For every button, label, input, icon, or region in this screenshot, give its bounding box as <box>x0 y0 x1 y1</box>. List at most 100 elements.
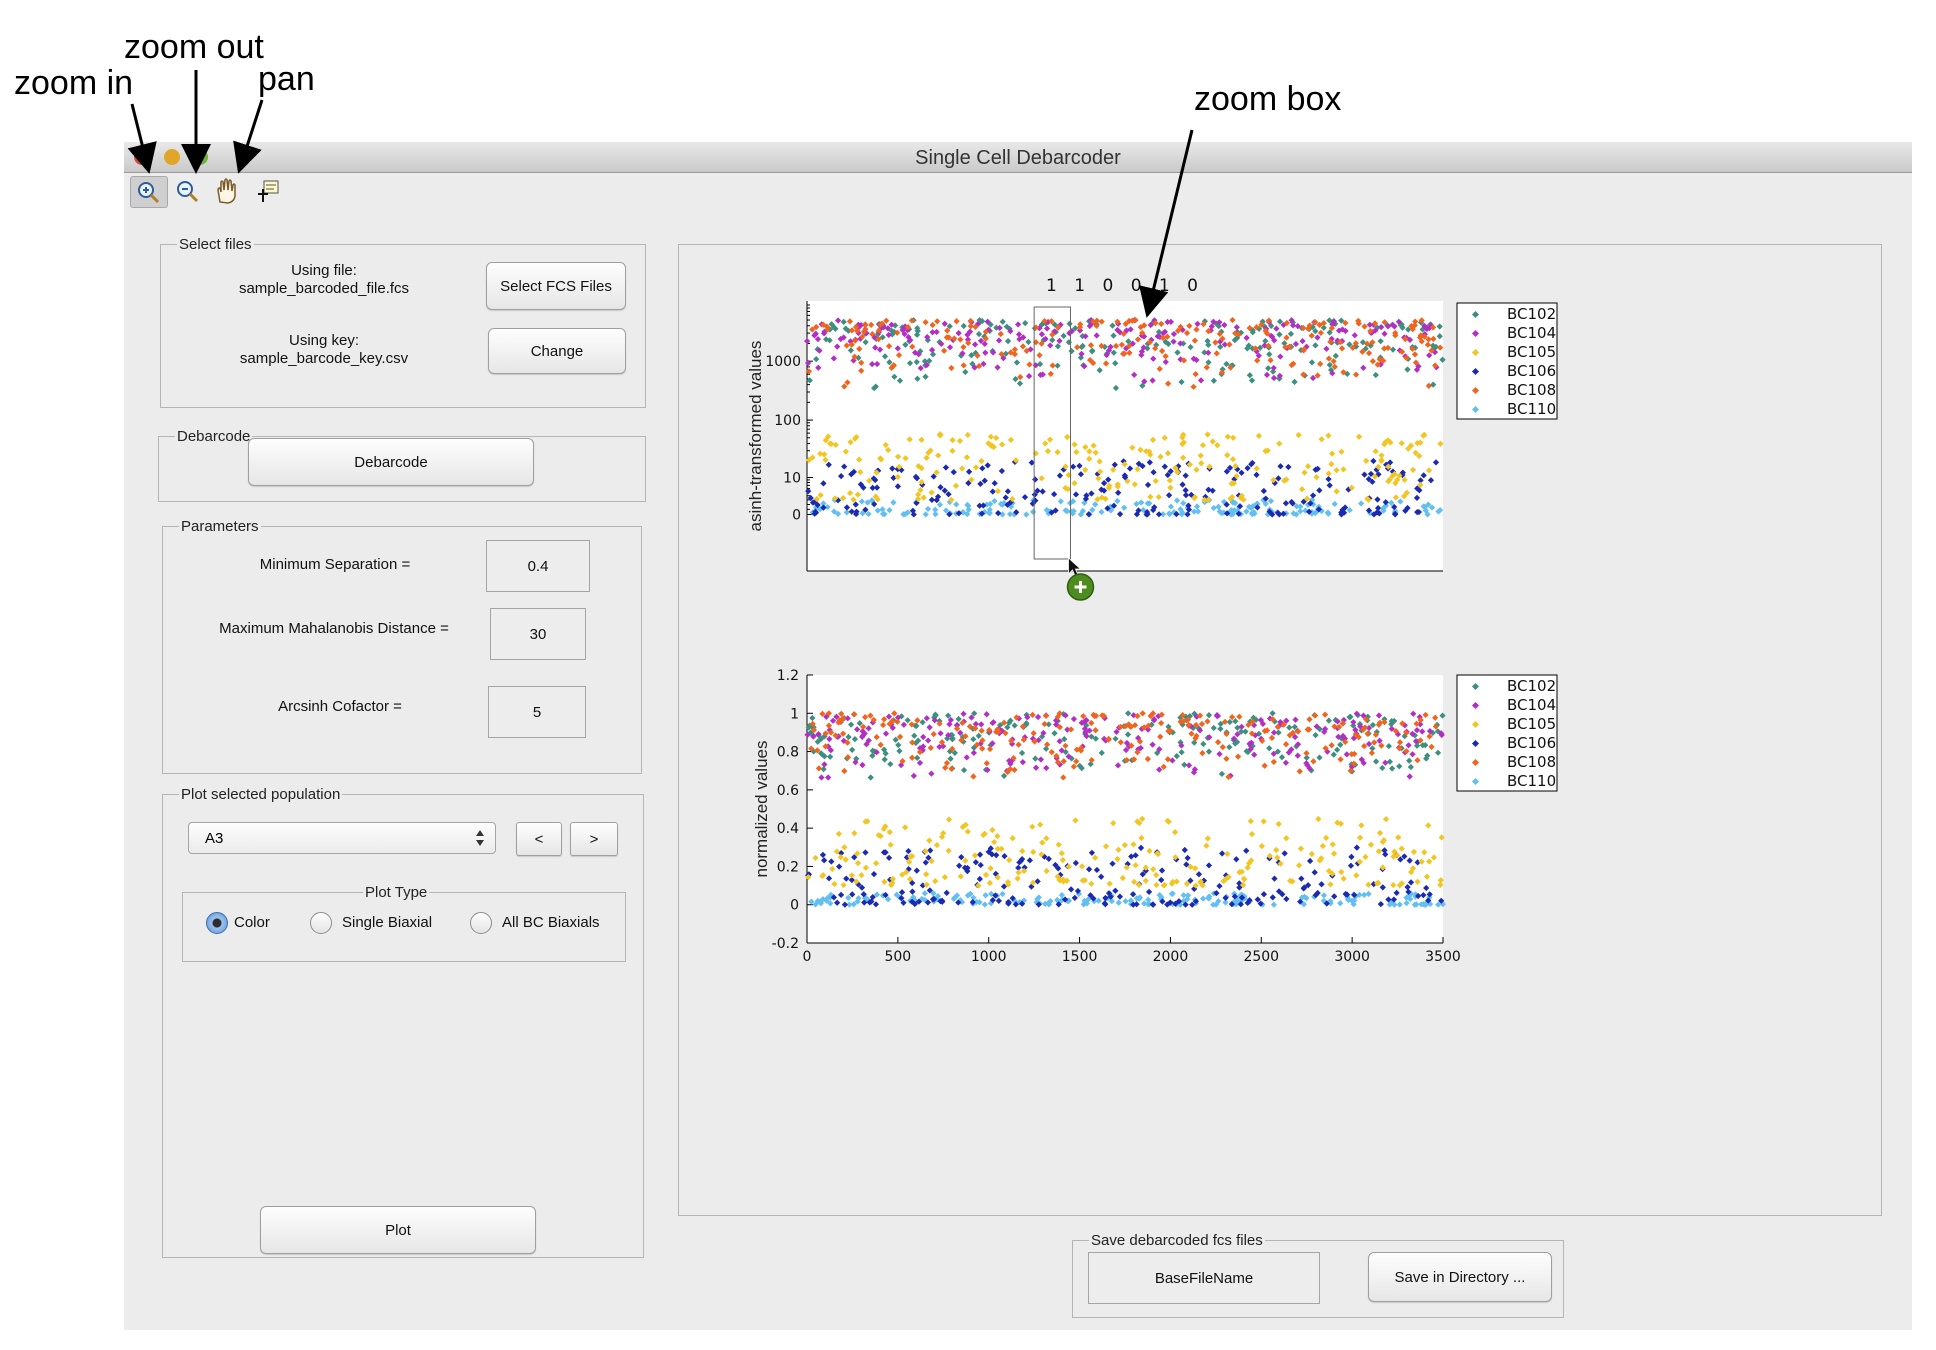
chart2-point-BC105 <box>1379 864 1386 871</box>
chart1-point-BC105 <box>1209 438 1216 445</box>
chart1-y-axis-label: asinh-transformed values <box>746 341 765 532</box>
chart1-point-BC110 <box>1425 501 1432 508</box>
save-in-directory-button[interactable]: Save in Directory ... <box>1368 1252 1552 1302</box>
debarcode-button[interactable]: Debarcode <box>248 438 534 486</box>
chart2-point-BC106 <box>1205 862 1213 869</box>
chart2-point-BC104 <box>1151 716 1158 723</box>
population-select[interactable]: A3 <box>188 822 496 854</box>
zoom-out-button[interactable] <box>170 176 206 206</box>
mahalanobis-field[interactable]: 30 <box>490 608 586 660</box>
next-population-button[interactable]: > <box>570 822 618 856</box>
chart2-point-BC108 <box>1130 756 1138 763</box>
select-fcs-files-button[interactable]: Select FCS Files <box>486 262 626 310</box>
chart1-point-BC106 <box>1004 501 1011 508</box>
change-key-button[interactable]: Change <box>488 328 626 374</box>
chart1-point-BC106 <box>1369 478 1376 485</box>
chart1-point-BC102 <box>1174 349 1181 356</box>
pan-button[interactable] <box>210 176 246 206</box>
chart2-point-BC106 <box>1213 890 1220 897</box>
chart2-point-BC108 <box>1249 718 1256 725</box>
chart2-point-BC108 <box>1100 712 1108 720</box>
chart2-point-BC106 <box>1254 896 1261 903</box>
radio-all-bc-biaxials[interactable] <box>470 912 492 934</box>
chart1-point-BC105 <box>1224 451 1231 459</box>
chart2-point-BC108 <box>1196 712 1204 719</box>
chart1-point-BC106 <box>1209 487 1216 494</box>
chart1-point-BC105 <box>1403 489 1410 496</box>
chart2-point-BC105 <box>1169 878 1176 885</box>
min-separation-field[interactable]: 0.4 <box>486 540 590 592</box>
chart2-point-BC104 <box>1019 758 1026 766</box>
chart1-point-BC102 <box>896 377 904 384</box>
chart1-point-BC102 <box>1308 359 1316 366</box>
chart1-point-BC104 <box>1138 351 1145 359</box>
base-filename-field[interactable]: BaseFileName <box>1088 1252 1320 1304</box>
chart2-point-BC108 <box>1145 722 1152 729</box>
chart2-point-BC104 <box>1234 731 1241 738</box>
chart1-point-BC105 <box>928 489 935 496</box>
chart1-point-BC105 <box>1298 486 1306 493</box>
chart1-point-BC108 <box>860 328 868 335</box>
chart2-point-BC106 <box>929 896 937 903</box>
chart2-point-BC104 <box>900 721 907 728</box>
chart1-point-BC104 <box>1076 327 1084 334</box>
chart2-point-BC106 <box>1347 862 1355 869</box>
radio-color[interactable] <box>206 912 228 934</box>
chart2-point-BC102 <box>1347 713 1354 720</box>
chart1-point-BC106 <box>1238 469 1245 476</box>
chart1-point-BC108 <box>1432 362 1439 369</box>
chart2-point-BC105 <box>862 864 870 871</box>
chart1-point-BC105 <box>1155 493 1162 501</box>
arcsinh-cofactor-field[interactable]: 5 <box>488 686 586 738</box>
chart2-point-BC108 <box>1225 773 1232 780</box>
chart1-point-BC108 <box>1355 320 1362 327</box>
chart1-point-BC106 <box>1150 469 1157 476</box>
chart1-point-BC108 <box>1288 361 1295 369</box>
chart1-point-BC110 <box>859 510 866 517</box>
chart2-point-BC106 <box>1353 844 1360 851</box>
chart2-point-BC102 <box>1286 724 1293 731</box>
chart2-point-BC110 <box>1215 897 1222 905</box>
chart2-point-BC106 <box>1423 884 1430 892</box>
radio-single-biaxial[interactable] <box>310 912 332 934</box>
chart2-point-BC106 <box>1331 893 1338 900</box>
chart2-point-BC108 <box>1167 727 1174 735</box>
chart2-point-BC106 <box>1137 844 1145 852</box>
chart2-point-BC104 <box>1007 760 1014 767</box>
chart2-point-BC110 <box>1411 901 1418 908</box>
chart2-point-BC104 <box>1343 751 1350 758</box>
chart1-point-BC102 <box>1312 342 1319 349</box>
zoom-in-button[interactable] <box>130 176 168 208</box>
minimize-window-button[interactable] <box>164 149 180 165</box>
chart1-point-BC102 <box>1036 361 1044 368</box>
chart1-y-tick-label: 0 <box>792 507 801 523</box>
chart1-point-BC108 <box>1019 343 1027 350</box>
chart2-point-BC105 <box>1239 881 1247 889</box>
chart1-point-BC110 <box>936 501 944 508</box>
chart1-point-BC105 <box>1333 467 1340 474</box>
chart2-x-tick-label: 3500 <box>1425 949 1461 965</box>
chart1-point-BC105 <box>866 477 873 484</box>
chart1-legend-label: BC108 <box>1507 381 1556 399</box>
data-cursor-button[interactable] <box>250 176 286 206</box>
chart2-point-BC105 <box>888 881 895 889</box>
chart1-point-BC102 <box>1276 331 1283 338</box>
chart2-point-BC105 <box>1238 868 1245 875</box>
chart2-y-tick-label: 0 <box>790 898 799 914</box>
chart2-point-BC106 <box>988 851 996 858</box>
previous-population-button[interactable]: < <box>516 822 562 856</box>
chart2-point-BC105 <box>1142 864 1149 871</box>
plot-button[interactable]: Plot <box>260 1206 536 1254</box>
chart1-point-BC106 <box>1032 476 1039 483</box>
chart2-point-BC108 <box>1234 753 1242 760</box>
chart1-point-BC105 <box>850 496 857 503</box>
chart2-point-BC108 <box>1002 730 1009 737</box>
chart2-point-BC105 <box>1315 815 1322 823</box>
chart2-point-BC105 <box>945 816 953 823</box>
chart1-point-BC104 <box>1268 332 1275 339</box>
chart2-point-BC105 <box>1430 854 1438 861</box>
plot-type-group: Plot Type <box>182 884 626 962</box>
chart2-point-BC105 <box>887 841 894 848</box>
chart2-point-BC105 <box>1391 848 1398 855</box>
chart1-point-BC104 <box>1047 342 1054 349</box>
